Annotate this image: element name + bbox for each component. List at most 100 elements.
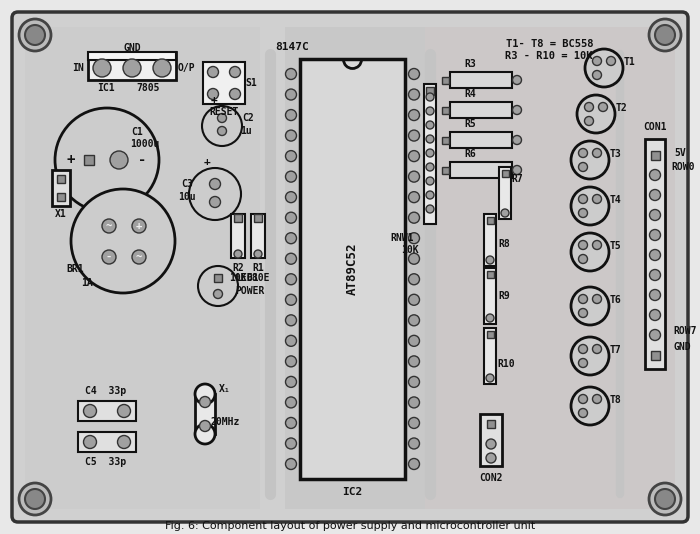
Bar [486,216,493,224]
Text: X₁: X₁ [219,384,231,394]
Text: ROW0: ROW0 [671,162,694,172]
Bar [450,72,512,88]
Circle shape [650,329,661,341]
Circle shape [584,103,594,112]
Bar [260,27,290,509]
Circle shape [585,49,623,87]
Circle shape [512,166,522,175]
Circle shape [71,189,175,293]
Circle shape [650,209,661,221]
Text: R1: R1 [252,263,264,273]
Text: GND: GND [673,342,691,352]
Circle shape [19,19,51,51]
Text: T2: T2 [616,103,628,113]
Text: 1A: 1A [81,278,93,288]
Circle shape [598,103,608,112]
FancyBboxPatch shape [12,12,688,522]
Circle shape [286,192,297,203]
Circle shape [409,274,419,285]
Text: +: + [136,221,142,231]
Circle shape [409,171,419,182]
Text: O/P: O/P [177,63,195,73]
Circle shape [153,59,171,77]
Circle shape [426,163,434,171]
Bar [480,414,502,466]
Text: 20MHz: 20MHz [210,417,239,427]
Circle shape [286,356,297,367]
Circle shape [592,194,601,203]
Circle shape [102,219,116,233]
Bar [57,193,65,201]
Circle shape [578,240,587,249]
Bar [231,214,245,258]
Circle shape [426,93,434,101]
Text: R8: R8 [498,239,510,249]
Circle shape [426,121,434,129]
Text: LED1: LED1 [237,273,260,283]
Circle shape [409,130,419,141]
Text: R4: R4 [464,89,476,99]
Circle shape [286,438,297,449]
Circle shape [578,294,587,303]
Text: AT89C52: AT89C52 [346,243,359,295]
Circle shape [102,250,116,264]
Text: 7805: 7805 [136,83,160,93]
Bar [442,167,449,174]
Circle shape [592,294,601,303]
Circle shape [650,289,661,301]
Text: POWER: POWER [235,286,265,296]
Text: 680E: 680E [246,273,270,283]
Text: R6: R6 [464,149,476,159]
Text: T8: T8 [610,395,622,405]
Text: T3: T3 [610,149,622,159]
Text: C3: C3 [181,179,193,189]
Circle shape [578,309,587,318]
Text: 10u: 10u [178,192,196,202]
Bar [234,214,242,222]
Circle shape [606,57,615,66]
Bar [52,170,70,206]
Text: ROW7: ROW7 [673,326,696,336]
Circle shape [592,344,601,354]
Circle shape [286,212,297,223]
Text: +: + [211,95,218,105]
Circle shape [486,314,494,322]
Text: -: - [106,252,112,262]
Circle shape [426,205,434,213]
Bar [486,271,493,278]
Circle shape [409,397,419,408]
Circle shape [409,356,419,367]
Circle shape [286,253,297,264]
Circle shape [578,148,587,158]
Circle shape [123,59,141,77]
Circle shape [286,397,297,408]
Circle shape [286,171,297,182]
Circle shape [118,436,130,449]
Circle shape [512,75,522,84]
Text: 1u: 1u [240,126,252,136]
Bar [203,62,245,104]
Text: T1: T1 [624,57,636,67]
Circle shape [409,233,419,244]
Circle shape [592,148,601,158]
Circle shape [592,240,601,249]
Bar [57,175,65,183]
Circle shape [286,68,297,80]
Circle shape [426,191,434,199]
Circle shape [218,114,227,122]
Bar [487,420,495,428]
Circle shape [25,25,45,45]
Circle shape [409,294,419,305]
Bar [450,162,512,178]
Bar [254,214,262,222]
Bar [25,27,265,509]
Circle shape [426,107,434,115]
Circle shape [426,177,434,185]
Text: T1- T8 = BC558: T1- T8 = BC558 [506,39,594,49]
Text: +: + [66,153,75,167]
Text: CON1: CON1 [643,122,666,132]
Circle shape [592,57,601,66]
Text: IN: IN [72,63,84,73]
Circle shape [234,250,242,258]
Circle shape [55,108,159,212]
